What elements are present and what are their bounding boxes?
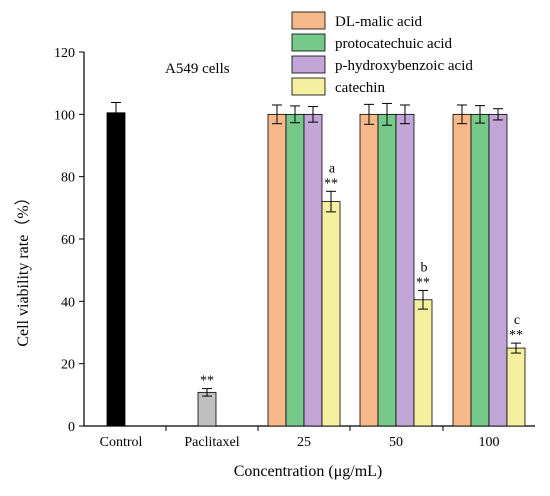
legend-label-p-hydroxybenzoic-acid: p-hydroxybenzoic acid bbox=[335, 58, 473, 74]
legend-swatch-dl-malic-acid bbox=[292, 12, 325, 29]
legend-label-dl-malic-acid: DL-malic acid bbox=[335, 14, 423, 30]
y-tick-label: 80 bbox=[61, 171, 75, 186]
y-tick-label: 0 bbox=[68, 420, 75, 435]
chart-title: A549 cells bbox=[165, 61, 230, 77]
annotation-catechin-25: a bbox=[329, 161, 336, 176]
bar-protocatechuic-acid-100 bbox=[471, 114, 489, 426]
bar-p-hydroxybenzoic-acid-25 bbox=[304, 114, 322, 426]
bar-dl-malic-acid-50 bbox=[360, 114, 378, 426]
y-tick-label: 20 bbox=[61, 358, 75, 373]
legend-swatch-p-hydroxybenzoic-acid bbox=[292, 56, 325, 73]
bar-protocatechuic-acid-50 bbox=[378, 114, 396, 426]
annotation-catechin-50: b bbox=[421, 260, 428, 275]
x-tick-label-25: 25 bbox=[297, 435, 311, 450]
legend-label-protocatechuic-acid: protocatechuic acid bbox=[335, 36, 453, 52]
annotation-catechin-100: ** bbox=[509, 328, 523, 343]
annotation-catechin-100: c bbox=[514, 313, 520, 328]
x-tick-label-50: 50 bbox=[389, 435, 403, 450]
x-tick-label-100: 100 bbox=[479, 435, 500, 450]
annotation-catechin-50: ** bbox=[416, 275, 430, 290]
bar-dl-malic-acid-25 bbox=[268, 114, 286, 426]
bar-catechin-25 bbox=[322, 202, 340, 426]
y-tick-label: 60 bbox=[61, 233, 75, 248]
y-axis-title: Cell viability rate（%） bbox=[14, 189, 32, 346]
legend-swatch-catechin bbox=[292, 78, 325, 95]
bar-catechin-50 bbox=[414, 300, 432, 426]
x-tick-label-paclitaxel: Paclitaxel bbox=[184, 435, 239, 450]
legend-swatch-protocatechuic-acid bbox=[292, 34, 325, 51]
x-axis-title: Concentration (μg/mL) bbox=[234, 463, 383, 480]
y-tick-label: 100 bbox=[54, 108, 75, 123]
x-tick-label-control: Control bbox=[100, 435, 143, 450]
annotation-paclitaxel: ** bbox=[200, 374, 214, 389]
legend: DL-malic acid protocatechuic acid p-hydrox… bbox=[292, 12, 473, 96]
bar-p-hydroxybenzoic-acid-100 bbox=[489, 114, 507, 426]
bar-p-hydroxybenzoic-acid-50 bbox=[396, 114, 414, 426]
bar-protocatechuic-acid-25 bbox=[286, 114, 304, 426]
y-tick-label: 40 bbox=[61, 295, 75, 310]
bar-paclitaxel bbox=[198, 392, 216, 426]
legend-label-catechin: catechin bbox=[335, 80, 385, 96]
bar-dl-malic-acid-100 bbox=[453, 114, 471, 426]
annotation-catechin-25: ** bbox=[324, 176, 338, 191]
bar-catechin-100 bbox=[507, 348, 525, 426]
y-tick-label: 120 bbox=[54, 46, 75, 61]
bar-control bbox=[107, 113, 125, 426]
bars bbox=[107, 113, 525, 426]
